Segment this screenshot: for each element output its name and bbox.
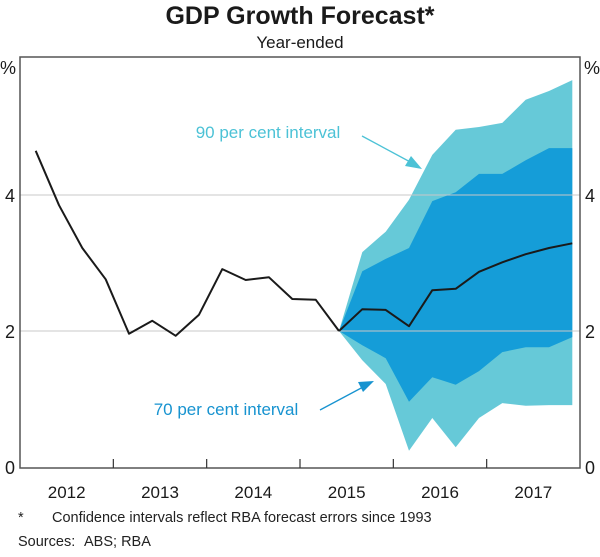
annotation-70-arrow-line [319, 385, 366, 411]
x-tick-label-2014: 2014 [234, 483, 272, 502]
y-tick-label-left-0: 0 [5, 458, 15, 478]
y-tick-label-right-2: 2 [585, 322, 595, 342]
x-tick-label-2012: 2012 [48, 483, 86, 502]
annotation-70-label: 70 per cent interval [154, 400, 299, 419]
y-tick-label-right-0: 0 [585, 458, 595, 478]
y-tick-label-right-4: 4 [585, 186, 595, 206]
x-tick-label-2015: 2015 [328, 483, 366, 502]
sources-label: Sources: [18, 534, 76, 550]
y-unit-left: % [0, 58, 16, 78]
footnote-marker: * [18, 510, 24, 526]
forecast-central-line [338, 242, 573, 332]
annotation-70-arrow-head [358, 381, 374, 392]
chart-subtitle: Year-ended [256, 33, 344, 52]
footnote: * Confidence intervals reflect RBA foreca… [18, 510, 432, 526]
history-line [34, 150, 340, 337]
y-tick-label-left-4: 4 [5, 186, 15, 206]
band-70-per-cent [339, 148, 573, 402]
y-unit-right: % [584, 58, 600, 78]
sources: Sources: ABS; RBA [18, 534, 151, 550]
x-tick-label-2013: 2013 [141, 483, 179, 502]
annotation-90-arrow-line [361, 135, 415, 165]
annotation-90-label: 90 per cent interval [196, 123, 341, 142]
chart-title: GDP Growth Forecast* [165, 2, 435, 30]
annotation-90-arrow-head [405, 156, 422, 169]
footnote-text: Confidence intervals reflect RBA forecas… [52, 510, 432, 526]
x-tick-label-2017: 2017 [514, 483, 552, 502]
sources-text: ABS; RBA [84, 534, 151, 550]
y-tick-label-left-2: 2 [5, 322, 15, 342]
x-tick-label-2016: 2016 [421, 483, 459, 502]
